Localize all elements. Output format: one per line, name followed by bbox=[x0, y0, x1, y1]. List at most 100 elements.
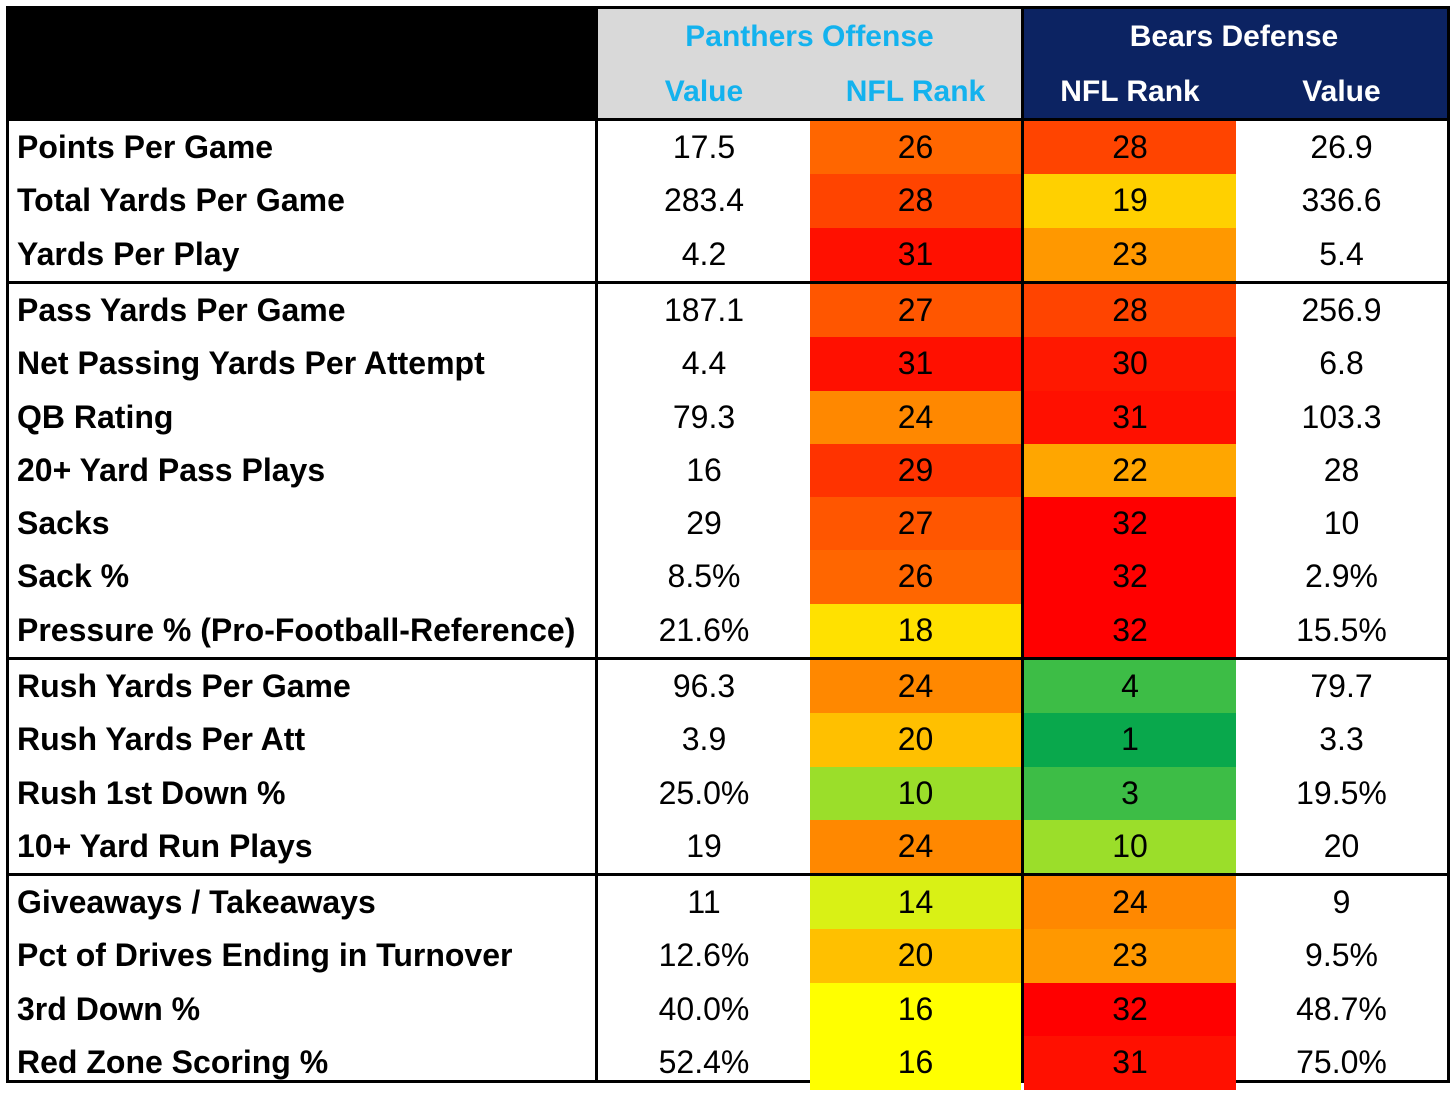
panthers-value: 79.3 bbox=[672, 399, 736, 435]
bears-value: 256.9 bbox=[1301, 292, 1382, 328]
stat-label: Total Yards Per Game bbox=[17, 182, 345, 218]
bears-rank: 19 bbox=[1024, 174, 1236, 228]
panthers-value: 11 bbox=[687, 884, 721, 920]
bears-rank: 24 bbox=[1024, 876, 1236, 930]
bears-rank: 1 bbox=[1024, 713, 1236, 767]
stat-label: Sack % bbox=[17, 558, 130, 594]
stat-label: Rush Yards Per Att bbox=[17, 721, 306, 757]
bears-value: 10 bbox=[1323, 505, 1360, 541]
bears-rank: 28 bbox=[1024, 121, 1236, 175]
panthers-value: 187.1 bbox=[663, 292, 745, 328]
panthers-rank: 31 bbox=[810, 228, 1021, 282]
bears-rank: 22 bbox=[1024, 444, 1236, 498]
panthers-rank: 20 bbox=[810, 713, 1021, 767]
bears-rank: 28 bbox=[1024, 284, 1236, 338]
panthers-value-header: Value bbox=[664, 75, 744, 108]
panthers-rank: 27 bbox=[810, 284, 1021, 338]
panthers-value: 8.5% bbox=[667, 558, 741, 594]
bears-value: 28 bbox=[1323, 452, 1360, 488]
panthers-rank: 24 bbox=[810, 820, 1021, 874]
stat-label: Pct of Drives Ending in Turnover bbox=[17, 937, 513, 973]
bears-rank: 3 bbox=[1024, 767, 1236, 821]
panthers-rank: 20 bbox=[810, 929, 1021, 983]
bears-value: 20 bbox=[1323, 828, 1360, 864]
panthers-rank: 10 bbox=[810, 767, 1021, 821]
panthers-rank: 16 bbox=[810, 983, 1021, 1037]
bears-value: 79.7 bbox=[1310, 668, 1373, 704]
group-divider bbox=[9, 873, 1447, 877]
stat-label: 10+ Yard Run Plays bbox=[17, 828, 313, 864]
panthers-value: 29 bbox=[686, 505, 722, 541]
stat-label: Sacks bbox=[17, 505, 110, 541]
bears-rank: 4 bbox=[1024, 660, 1236, 714]
panthers-value: 4.4 bbox=[681, 345, 727, 381]
panthers-value: 40.0% bbox=[658, 991, 750, 1027]
bears-value: 48.7% bbox=[1296, 991, 1387, 1027]
bears-value: 3.3 bbox=[1319, 721, 1364, 757]
stat-label: 20+ Yard Pass Plays bbox=[17, 452, 326, 488]
panthers-value: 16 bbox=[686, 452, 722, 488]
panthers-rank: 31 bbox=[810, 337, 1021, 391]
bears-value: 5.4 bbox=[1319, 236, 1364, 272]
bears-value: 103.3 bbox=[1301, 399, 1382, 435]
panthers-value: 52.4% bbox=[658, 1044, 750, 1080]
panthers-rank: 16 bbox=[810, 1036, 1021, 1090]
corner-header bbox=[9, 9, 595, 118]
panthers-value: 25.0% bbox=[658, 775, 750, 811]
bears-header bbox=[1021, 9, 1447, 118]
panthers-rank: 14 bbox=[810, 876, 1021, 930]
bears-rank: 32 bbox=[1024, 550, 1236, 604]
bears-rank: 31 bbox=[1024, 391, 1236, 445]
bears-value: 336.6 bbox=[1301, 182, 1382, 218]
panthers-value: 4.2 bbox=[681, 236, 727, 272]
bears-value: 2.9% bbox=[1305, 558, 1378, 594]
bears-rank: 10 bbox=[1024, 820, 1236, 874]
stat-label: Pass Yards Per Game bbox=[17, 292, 346, 328]
bears-value: 26.9 bbox=[1310, 129, 1373, 165]
panthers-rank: 26 bbox=[810, 550, 1021, 604]
panthers-value: 19 bbox=[686, 828, 722, 864]
bears-rank: 23 bbox=[1024, 929, 1236, 983]
header-divider bbox=[9, 118, 1447, 121]
stat-label: Rush Yards Per Game bbox=[17, 668, 351, 704]
bears-value: 19.5% bbox=[1296, 775, 1387, 811]
stat-label: Rush 1st Down % bbox=[17, 775, 286, 811]
stat-label: QB Rating bbox=[17, 399, 174, 435]
panthers-value: 3.9 bbox=[681, 721, 727, 757]
stat-label: Red Zone Scoring % bbox=[17, 1044, 329, 1080]
stat-label: Net Passing Yards Per Attempt bbox=[17, 345, 485, 381]
panthers-value: 17.5 bbox=[672, 129, 736, 165]
panthers-rank-header: NFL Rank bbox=[845, 75, 986, 108]
bears-value: 9.5% bbox=[1305, 937, 1378, 973]
stat-label: 3rd Down % bbox=[17, 991, 201, 1027]
panthers-rank: 27 bbox=[810, 497, 1021, 551]
bears-value: 75.0% bbox=[1296, 1044, 1387, 1080]
col-divider-label bbox=[595, 9, 598, 1080]
group-divider bbox=[9, 657, 1447, 660]
stat-label: Pressure % (Pro-Football-Reference) bbox=[17, 612, 576, 648]
bears-value-header: Value bbox=[1302, 75, 1381, 108]
bears-value: 9 bbox=[1332, 884, 1351, 920]
panthers-value: 12.6% bbox=[658, 937, 750, 973]
bears-title: Bears Defense bbox=[1129, 20, 1339, 53]
panthers-rank: 28 bbox=[810, 174, 1021, 228]
panthers-rank: 24 bbox=[810, 391, 1021, 445]
comparison-table: Panthers Offense Bears Defense Value NFL… bbox=[6, 6, 1450, 1090]
panthers-rank: 24 bbox=[810, 660, 1021, 714]
panthers-title: Panthers Offense bbox=[685, 20, 934, 53]
bears-rank: 30 bbox=[1024, 337, 1236, 391]
bears-rank: 31 bbox=[1024, 1036, 1236, 1090]
col-divider-teams bbox=[1021, 9, 1024, 1080]
bears-value: 6.8 bbox=[1319, 345, 1364, 381]
bears-rank: 23 bbox=[1024, 228, 1236, 282]
stat-label: Giveaways / Takeaways bbox=[17, 884, 376, 920]
panthers-value: 283.4 bbox=[663, 182, 745, 218]
bears-rank: 32 bbox=[1024, 497, 1236, 551]
panthers-value: 21.6% bbox=[658, 612, 750, 648]
group-divider bbox=[9, 280, 1447, 284]
panthers-rank: 26 bbox=[810, 121, 1021, 175]
stat-label: Points Per Game bbox=[17, 129, 274, 165]
panthers-header bbox=[598, 9, 1021, 118]
stat-label: Yards Per Play bbox=[17, 236, 240, 272]
panthers-value: 96.3 bbox=[672, 668, 736, 704]
